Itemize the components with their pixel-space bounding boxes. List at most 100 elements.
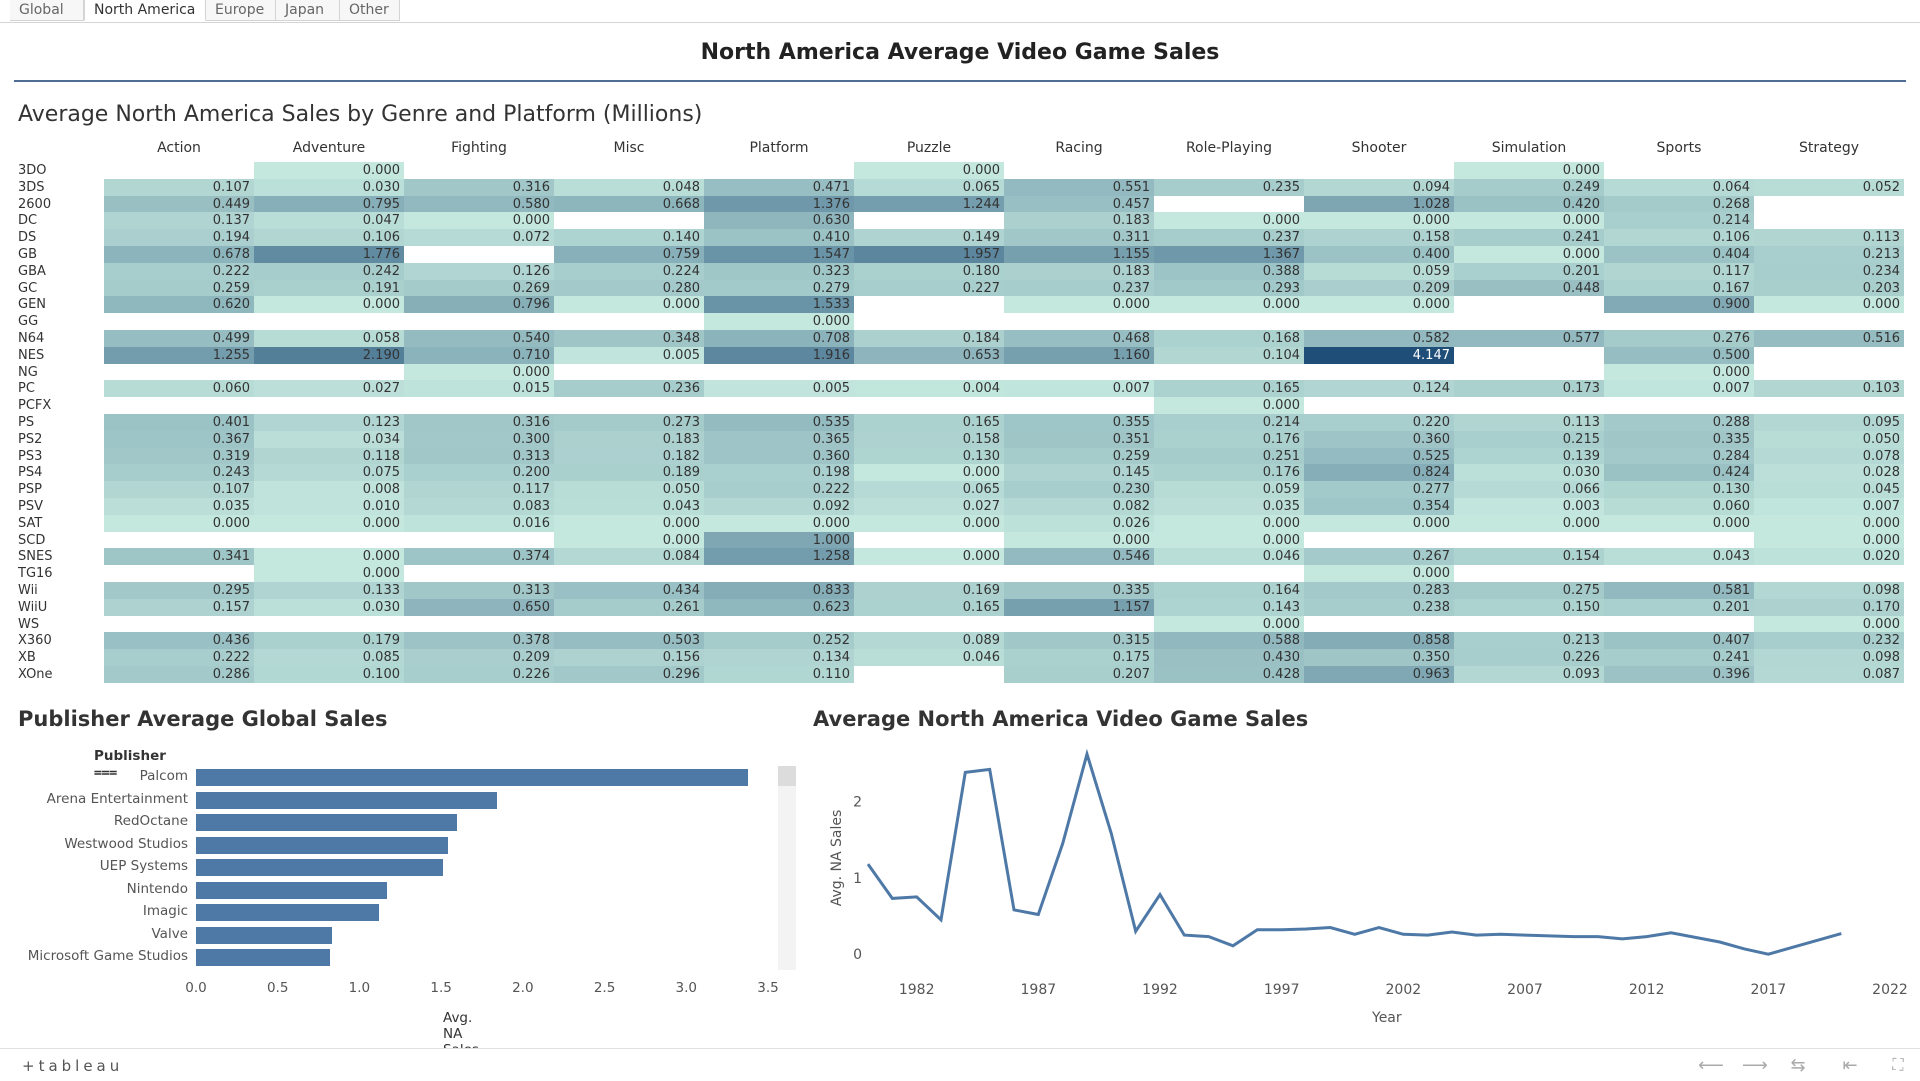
heatmap-cell[interactable]: 0.468 — [1004, 330, 1154, 347]
heatmap-cell[interactable]: 0.833 — [704, 582, 854, 599]
heatmap-cell[interactable]: 0.759 — [554, 246, 704, 263]
heatmap-cell[interactable]: 0.457 — [1004, 195, 1154, 213]
heatmap-cell[interactable]: 0.005 — [704, 380, 854, 398]
heatmap-cell[interactable]: 0.092 — [704, 498, 854, 515]
heatmap-cell[interactable]: 0.191 — [254, 279, 404, 297]
heatmap-cell[interactable]: 0.410 — [704, 229, 854, 246]
heatmap-cell[interactable]: 0.179 — [254, 632, 404, 650]
heatmap-cell[interactable]: 0.796 — [404, 296, 554, 314]
heatmap-cell[interactable]: 0.436 — [104, 632, 254, 650]
heatmap-cell[interactable]: 0.963 — [1304, 666, 1454, 683]
heatmap-cell[interactable]: 0.050 — [1754, 430, 1904, 448]
heatmap-cell[interactable]: 1.000 — [704, 531, 854, 549]
heatmap-cell[interactable]: 0.007 — [1604, 380, 1754, 398]
heatmap-cell[interactable]: 0.066 — [1454, 481, 1604, 498]
heatmap-cell[interactable]: 0.106 — [1604, 229, 1754, 246]
heatmap-cell[interactable]: 0.139 — [1454, 447, 1604, 465]
heatmap-cell[interactable]: 0.710 — [404, 346, 554, 364]
heatmap-cell[interactable]: 0.000 — [1154, 531, 1304, 549]
heatmap-cell[interactable]: 0.241 — [1454, 229, 1604, 246]
heatmap-cell[interactable]: 0.650 — [404, 598, 554, 616]
heatmap-cell[interactable]: 0.428 — [1154, 666, 1304, 683]
heatmap-cell[interactable]: 0.236 — [554, 380, 704, 398]
heatmap-cell[interactable]: 0.000 — [1754, 296, 1904, 314]
heatmap-cell[interactable]: 0.168 — [1154, 330, 1304, 347]
heatmap-cell[interactable]: 0.279 — [704, 279, 854, 297]
heatmap-cell[interactable]: 0.580 — [404, 195, 554, 213]
heatmap-cell[interactable]: 0.276 — [1604, 330, 1754, 347]
heatmap-cell[interactable]: 0.085 — [254, 649, 404, 666]
heatmap-cell[interactable]: 1.547 — [704, 246, 854, 263]
heatmap-cell[interactable]: 0.173 — [1454, 380, 1604, 398]
heatmap-cell[interactable]: 0.000 — [1604, 363, 1754, 381]
heatmap-cell[interactable]: 0.046 — [1154, 548, 1304, 566]
heatmap-cell[interactable]: 0.043 — [554, 498, 704, 515]
heatmap-cell[interactable]: 0.222 — [104, 649, 254, 666]
heatmap-cell[interactable]: 0.354 — [1304, 498, 1454, 515]
heatmap-cell[interactable]: 0.100 — [254, 666, 404, 683]
heatmap-cell[interactable]: 0.269 — [404, 279, 554, 297]
heatmap-cell[interactable]: 0.000 — [254, 548, 404, 566]
tab-other[interactable]: Other — [340, 0, 400, 21]
heatmap-cell[interactable]: 0.184 — [854, 330, 1004, 347]
heatmap-cell[interactable]: 0.052 — [1754, 178, 1904, 196]
heatmap-cell[interactable]: 0.016 — [404, 514, 554, 532]
heatmap-cell[interactable]: 0.165 — [1154, 380, 1304, 398]
heatmap-cell[interactable]: 0.123 — [254, 414, 404, 431]
heatmap-cell[interactable]: 0.157 — [104, 598, 254, 616]
heatmap-cell[interactable]: 0.200 — [404, 464, 554, 482]
publisher-header[interactable]: Publisher ⩶ — [94, 748, 166, 780]
heatmap-cell[interactable]: 0.126 — [404, 262, 554, 280]
heatmap-cell[interactable]: 0.183 — [1004, 262, 1154, 280]
heatmap-cell[interactable]: 0.035 — [1154, 498, 1304, 515]
heatmap-cell[interactable]: 0.182 — [554, 447, 704, 465]
heatmap-cell[interactable]: 0.130 — [1604, 481, 1754, 498]
heatmap-cell[interactable]: 0.404 — [1604, 246, 1754, 263]
heatmap-cell[interactable]: 0.226 — [1454, 649, 1604, 666]
heatmap-cell[interactable]: 0.341 — [104, 548, 254, 566]
heatmap-cell[interactable]: 0.000 — [1454, 246, 1604, 263]
heatmap-cell[interactable]: 0.214 — [1154, 414, 1304, 431]
heatmap-cell[interactable]: 0.268 — [1604, 195, 1754, 213]
heatmap-cell[interactable]: 0.082 — [1004, 498, 1154, 515]
heatmap-cell[interactable]: 0.000 — [1454, 514, 1604, 532]
publisher-scrollbar[interactable] — [778, 766, 796, 970]
heatmap-cell[interactable]: 0.034 — [254, 430, 404, 448]
publisher-bar[interactable] — [196, 949, 330, 966]
heatmap-cell[interactable]: 0.581 — [1604, 582, 1754, 599]
heatmap-cell[interactable]: 0.000 — [254, 565, 404, 582]
heatmap-cell[interactable]: 1.244 — [854, 195, 1004, 213]
heatmap-cell[interactable]: 0.295 — [104, 582, 254, 599]
heatmap-cell[interactable]: 0.093 — [1454, 666, 1604, 683]
heatmap-cell[interactable]: 0.158 — [854, 430, 1004, 448]
heatmap-cell[interactable]: 0.449 — [104, 195, 254, 213]
heatmap-cell[interactable]: 0.858 — [1304, 632, 1454, 650]
heatmap-cell[interactable]: 0.226 — [404, 666, 554, 683]
heatmap-cell[interactable]: 0.201 — [1454, 262, 1604, 280]
heatmap-cell[interactable]: 0.000 — [1154, 397, 1304, 414]
heatmap-cell[interactable]: 0.000 — [1154, 212, 1304, 230]
heatmap-cell[interactable]: 0.582 — [1304, 330, 1454, 347]
heatmap-cell[interactable]: 0.551 — [1004, 178, 1154, 196]
heatmap-cell[interactable]: 0.000 — [254, 514, 404, 532]
heatmap-cell[interactable]: 0.004 — [854, 380, 1004, 398]
heatmap-cell[interactable]: 0.000 — [104, 514, 254, 532]
publisher-bar[interactable] — [196, 904, 380, 921]
heatmap-cell[interactable]: 0.010 — [254, 498, 404, 515]
redo-icon[interactable]: ⟶ — [1742, 1055, 1768, 1076]
heatmap-cell[interactable]: 0.143 — [1154, 598, 1304, 616]
heatmap-cell[interactable]: 0.176 — [1154, 430, 1304, 448]
heatmap-cell[interactable]: 0.355 — [1004, 414, 1154, 431]
heatmap-cell[interactable]: 1.376 — [704, 195, 854, 213]
heatmap-cell[interactable]: 0.000 — [1304, 565, 1454, 582]
heatmap-cell[interactable]: 0.448 — [1454, 279, 1604, 297]
heatmap-cell[interactable]: 0.388 — [1154, 262, 1304, 280]
publisher-bar[interactable] — [196, 926, 332, 944]
heatmap-cell[interactable]: 0.000 — [554, 296, 704, 314]
heatmap-cell[interactable]: 0.220 — [1304, 414, 1454, 431]
heatmap-cell[interactable]: 0.300 — [404, 430, 554, 448]
fullscreen-icon[interactable]: ⛶ — [1892, 1055, 1904, 1074]
heatmap-cell[interactable]: 1.957 — [854, 246, 1004, 263]
heatmap-cell[interactable]: 0.165 — [854, 598, 1004, 616]
heatmap-cell[interactable]: 0.050 — [554, 481, 704, 498]
